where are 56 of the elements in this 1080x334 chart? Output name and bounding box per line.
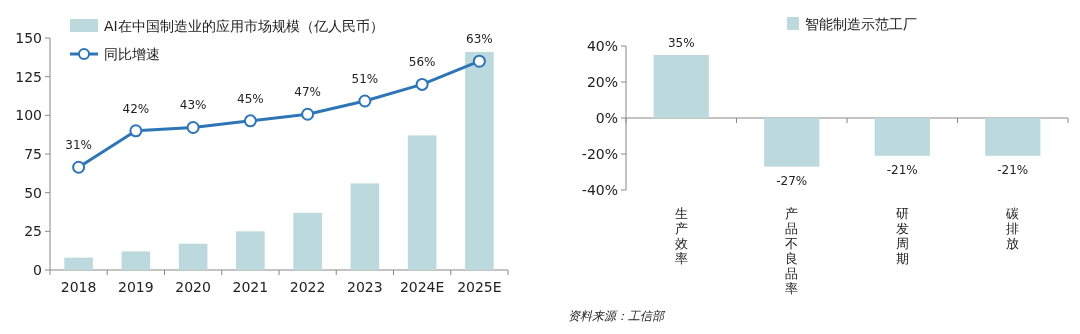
bar (121, 251, 151, 270)
data-label: -27% (776, 173, 808, 188)
y-tick-label: 100 (15, 107, 42, 124)
point (72, 160, 86, 174)
point (186, 120, 200, 134)
x-tick-label: 2025E (457, 279, 502, 295)
data-label: 43% (179, 98, 207, 113)
point (301, 107, 315, 121)
legend-label: 同比增速 (104, 45, 160, 62)
x-tick-label: 2024E (399, 279, 445, 295)
x-tick-label: 2021 (232, 279, 269, 295)
x-tick-label: 2020 (175, 279, 211, 295)
data-label: 56% (408, 55, 436, 70)
y-tick-label: 0 (33, 261, 42, 278)
y-tick-label: 50 (24, 184, 42, 201)
y-tick-label: 40% (586, 37, 618, 54)
x-tick-label: 2022 (289, 279, 326, 295)
bar (350, 183, 380, 270)
y-tick-label: 125 (15, 68, 42, 85)
bar (178, 243, 208, 270)
y-tick-label: -40% (581, 181, 618, 198)
point (415, 77, 429, 91)
legend-label: AI在中国制造业的应用市场规模（亿人民币） (104, 17, 384, 34)
data-label: 31% (65, 138, 92, 153)
point (129, 124, 143, 138)
data-label: 51% (351, 71, 379, 86)
y-tick-label: 0% (595, 109, 618, 126)
point (243, 114, 257, 128)
x-tick-label: 2023 (347, 279, 383, 295)
y-tick-label: 25 (24, 223, 42, 240)
x-tick-label: 产品不良品率 (785, 206, 799, 296)
x-tick-label: 碳排放 (1005, 206, 1020, 251)
text: 资料来源：工信部 (568, 309, 666, 323)
bar (236, 231, 265, 270)
y-tick-label: 150 (15, 29, 42, 46)
data-label: 35% (667, 36, 695, 50)
legend-label: 智能制造示范工厂 (805, 15, 917, 32)
data-label: -21% (886, 162, 918, 177)
bar (407, 135, 437, 270)
y-tick-label: 75 (24, 145, 42, 162)
y-tick-label: 20% (586, 73, 618, 90)
data-label: 63% (466, 32, 493, 47)
data-label: -21% (997, 162, 1029, 177)
x-tick-label: 研发周期 (895, 206, 909, 266)
point (358, 94, 372, 108)
x-tick-label: 2019 (118, 279, 154, 295)
bar (64, 257, 93, 270)
bar (293, 212, 322, 270)
x-tick-label: 生产效率 (674, 206, 688, 266)
y-tick-label: -20% (581, 145, 618, 162)
point (472, 54, 486, 68)
bar (465, 51, 494, 270)
x-tick-label: 2018 (60, 279, 97, 295)
data-label: 42% (122, 101, 150, 116)
data-label: 45% (237, 91, 264, 106)
data-label: 47% (294, 85, 321, 100)
